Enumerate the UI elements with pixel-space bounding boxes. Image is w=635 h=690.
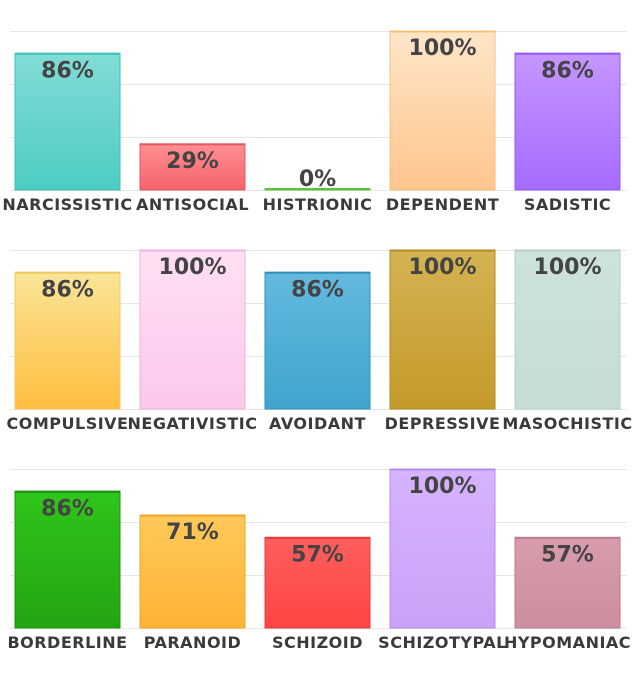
bar-value-label: 100%	[409, 36, 477, 61]
bar-value-label: 100%	[409, 474, 477, 499]
depressive-bar	[389, 249, 496, 410]
category-label: SCHIZOTYPAL	[378, 633, 507, 652]
bar-value-label: 29%	[166, 149, 219, 174]
negativistic-bar	[139, 249, 246, 410]
bar-value-label: 57%	[541, 542, 594, 567]
bar-value-label: 86%	[41, 58, 94, 83]
narcissistic-bar	[14, 52, 121, 191]
bar-value-label: 86%	[41, 496, 94, 521]
category-label: BORDERLINE	[7, 633, 127, 652]
bar-value-label: 86%	[541, 58, 594, 83]
bar-value-label: 71%	[166, 520, 219, 545]
bar-value-label: 0%	[299, 167, 336, 192]
masochistic-bar	[514, 249, 621, 410]
antisocial-bar	[139, 143, 246, 191]
category-label: SCHIZOID	[272, 633, 363, 652]
category-label: DEPRESSIVE	[385, 414, 501, 433]
category-label: MASOCHISTIC	[502, 414, 632, 433]
category-label: HISTRIONIC	[263, 195, 373, 214]
sadistic-bar	[514, 52, 621, 191]
compulsive-bar	[14, 271, 121, 410]
hypomaniac-bar	[514, 536, 621, 629]
category-label: ANTISOCIAL	[136, 195, 249, 214]
bar-value-label: 100%	[159, 255, 227, 280]
bar-value-label: 100%	[534, 255, 602, 280]
category-label: COMPULSIVE	[7, 414, 129, 433]
avoidant-bar	[264, 271, 371, 410]
schizoid-bar	[264, 536, 371, 629]
bar-value-label: 86%	[291, 277, 344, 302]
category-label: PARANOID	[144, 633, 242, 652]
dependent-bar	[389, 30, 496, 191]
category-label: DEPENDENT	[386, 195, 499, 214]
borderline-bar	[14, 490, 121, 629]
bar-value-label: 86%	[41, 277, 94, 302]
category-label: SADISTIC	[524, 195, 611, 214]
category-label: NARCISSISTIC	[2, 195, 132, 214]
chart-panel-3: 86% BORDERLINE 71% PARANOID 57% SCHIZOID 100% S…	[7, 468, 631, 652]
category-label: NEGATIVISTIC	[128, 414, 258, 433]
bar-value-label: 57%	[291, 542, 344, 567]
chart-panel-1: 86% NARCISSISTIC 29% ANTISOCIAL 0% HISTRIONIC…	[2, 30, 627, 214]
paranoid-bar	[139, 514, 246, 629]
category-label: AVOIDANT	[269, 414, 366, 433]
chart-panel-2: 86% COMPULSIVE 100% NEGATIVISTIC 86% AVOIDANT…	[7, 249, 632, 433]
schizotypal-bar	[389, 468, 496, 629]
category-label: HYPOMANIAC	[504, 633, 631, 652]
bar-value-label: 100%	[409, 255, 477, 280]
